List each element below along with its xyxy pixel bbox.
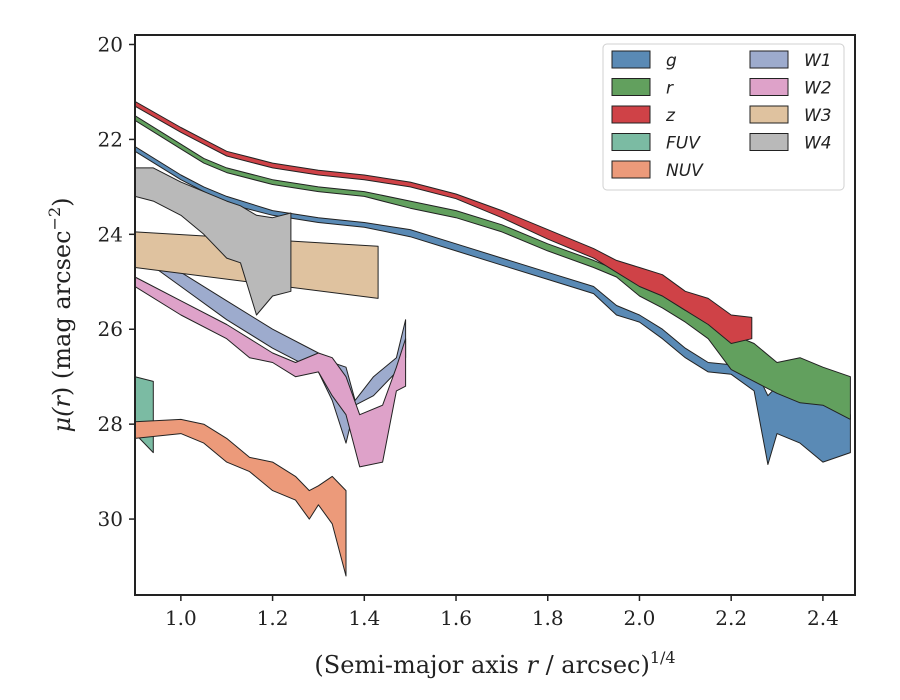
- legend-label-w2: W2: [804, 79, 832, 99]
- band-layer: [135, 100, 851, 577]
- band-fuv: [135, 376, 154, 454]
- legend: grz FUV NUV W1 W2 W3 W4: [602, 43, 845, 191]
- y-axis-label: μ(r) (mag arcsec−2): [45, 197, 76, 432]
- legend-label-z: z: [665, 106, 676, 126]
- band-z: [135, 100, 753, 344]
- legend-swatch-w3: [749, 105, 789, 124]
- y-tick-label: 20: [98, 32, 123, 56]
- x-tick-label: 1.6: [440, 606, 472, 630]
- band-nuv: [135, 418, 347, 577]
- y-tick-label: 24: [98, 222, 123, 246]
- legend-swatch-fuv: [611, 133, 651, 151]
- legend-label-fuv: FUV: [666, 134, 701, 154]
- x-axis: 1.0 1.2 1.4 1.6 1.8 2.0 2.2 2.4: [165, 595, 839, 630]
- legend-swatch-g: [611, 50, 651, 69]
- legend-swatch-nuv: [611, 160, 651, 179]
- x-tick-label: 1.4: [348, 606, 380, 630]
- x-axis-label: (Semi-major axis r / arcsec)1/4: [314, 648, 675, 679]
- y-tick-label: 26: [98, 317, 123, 341]
- band-w2: [135, 276, 407, 468]
- legend-swatch-w4: [749, 133, 789, 151]
- x-tick-label: 2.4: [807, 606, 839, 630]
- band-r: [135, 115, 851, 420]
- plot-frame: [134, 34, 856, 596]
- legend-label-w4: W4: [804, 134, 832, 154]
- legend-swatch-z: [611, 105, 651, 124]
- x-tick-label: 2.2: [715, 606, 747, 630]
- legend-label-nuv: NUV: [666, 161, 704, 181]
- y-tick-label: 28: [98, 412, 123, 436]
- legend-label-r: r: [666, 79, 674, 99]
- legend-swatch-w1: [749, 50, 789, 69]
- y-tick-label: 30: [98, 507, 123, 531]
- legend-swatch-w2: [749, 78, 789, 96]
- x-tick-label: 1.8: [532, 606, 564, 630]
- x-tick-label: 1.0: [165, 606, 197, 630]
- x-tick-label: 2.0: [624, 606, 656, 630]
- legend-label-w3: W3: [804, 106, 832, 126]
- legend-swatch-r: [611, 78, 651, 96]
- band-g: [135, 146, 851, 465]
- legend-label-w1: W1: [804, 51, 832, 71]
- y-axis: 20 22 24 26 28 30: [98, 32, 135, 531]
- legend-label-g: g: [666, 51, 677, 71]
- x-tick-label: 1.2: [257, 606, 289, 630]
- band-w4: [135, 167, 292, 316]
- y-tick-label: 22: [98, 127, 123, 151]
